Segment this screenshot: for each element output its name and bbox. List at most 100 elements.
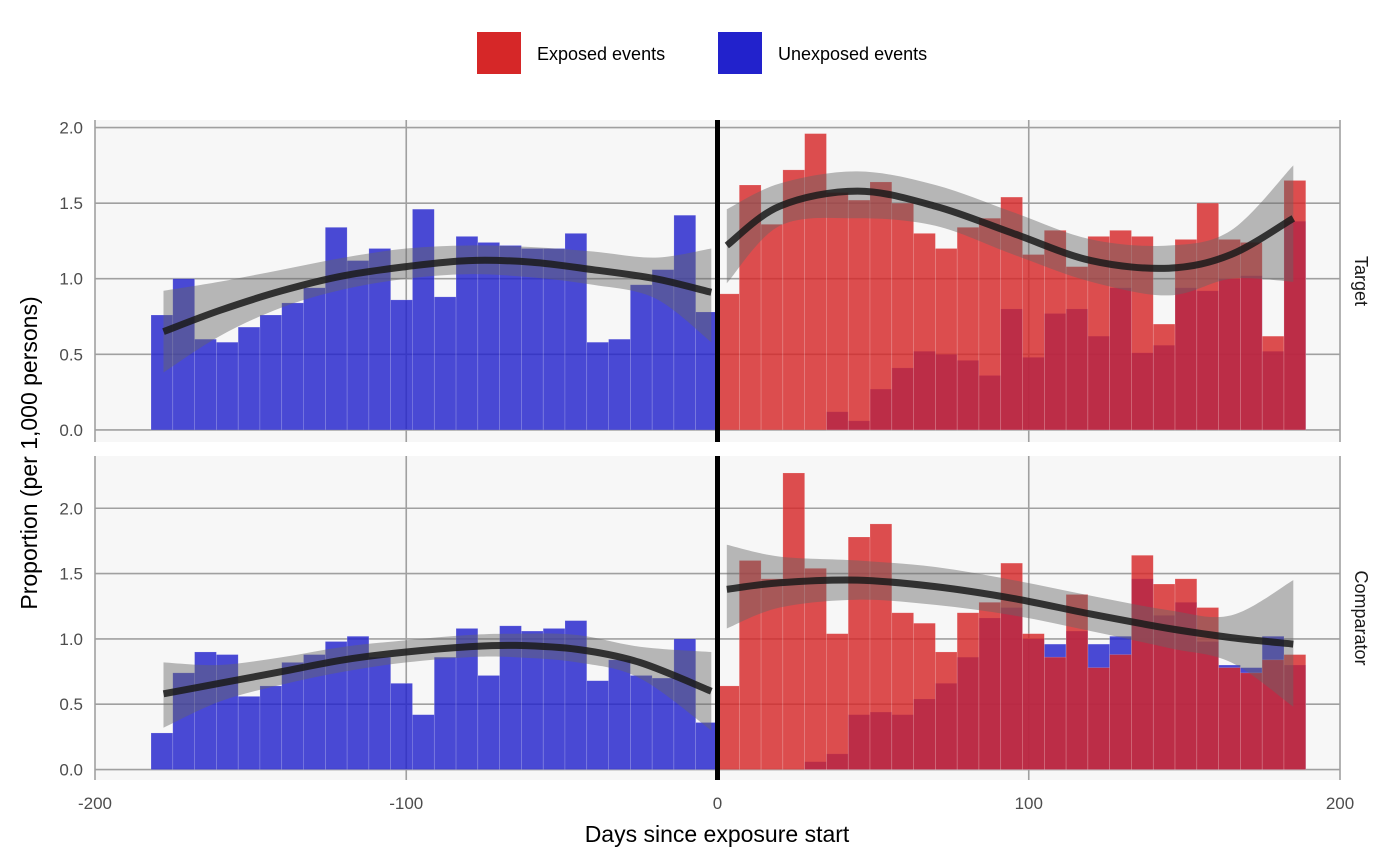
legend-item-unexposed: Unexposed events — [718, 32, 927, 74]
exposed-bar — [1196, 607, 1219, 770]
unexposed-bar — [630, 284, 653, 431]
unexposed-bar — [259, 685, 283, 770]
unexposed-bar — [630, 675, 653, 770]
smooth-line — [724, 187, 1296, 272]
y-tick-labels: 0.0 0.5 1.0 1.5 2.0 — [59, 499, 83, 779]
unexposed-bar — [673, 638, 697, 770]
exposed-bar — [913, 622, 936, 770]
unexposed-bar — [390, 299, 413, 431]
unexposed-bar — [368, 656, 391, 770]
x-axis-title: Days since exposure start — [585, 821, 850, 847]
y-tick-label: 1.0 — [59, 270, 83, 289]
smooth-pre-exposure — [162, 633, 713, 731]
exposed-bar — [1174, 578, 1198, 770]
exposed-bar — [1152, 323, 1176, 431]
exposed-bar — [717, 685, 740, 770]
unexposed-bar — [194, 338, 217, 431]
x-tick-label: 200 — [1326, 794, 1354, 813]
legend-swatch-unexposed — [718, 32, 762, 74]
smooth-pre-exposure — [162, 245, 713, 373]
exposed-bar — [826, 192, 849, 431]
exposed-bar — [978, 602, 1002, 770]
unexposed-bar — [303, 287, 326, 431]
legend-label-unexposed: Unexposed events — [778, 44, 927, 64]
unexposed-bar — [281, 302, 304, 431]
y-tick-label: 2.0 — [59, 499, 83, 518]
y-tick-label: 0.0 — [59, 421, 83, 440]
x-tick-label: 0 — [713, 794, 722, 813]
unexposed-bar — [150, 732, 174, 770]
exposed-bar — [935, 651, 958, 770]
exposed-bar — [956, 227, 980, 431]
unexposed-bar — [237, 696, 261, 770]
exposed-bar — [1022, 254, 1045, 431]
exposed-bar — [738, 184, 762, 431]
panel-target: 0.0 0.5 1.0 1.5 2.0 Target — [59, 119, 1371, 442]
exposed-bar — [1087, 667, 1110, 770]
legend: Exposed events Unexposed events — [477, 32, 927, 74]
exposed-bar — [1240, 672, 1263, 770]
exposed-bar — [1044, 656, 1067, 770]
exposed-bar — [847, 199, 871, 431]
unexposed-bar — [564, 233, 588, 431]
exposed-bar — [782, 472, 805, 770]
smooth-line — [162, 256, 713, 335]
unexposed-bar — [259, 314, 283, 431]
exposed-bar — [891, 202, 914, 431]
unexposed-bar — [412, 714, 435, 770]
exposed-bar — [935, 248, 958, 431]
exposed-bar — [826, 633, 849, 770]
y-tick-label: 1.0 — [59, 630, 83, 649]
unexposed-bar — [477, 675, 500, 770]
exposed-bar — [1283, 180, 1307, 431]
smooth-post-exposure — [726, 544, 1294, 707]
exposed-bar — [847, 536, 871, 770]
smooth-post-exposure — [724, 165, 1296, 296]
unexposed-bar — [412, 208, 435, 431]
confidence-band — [163, 245, 712, 373]
exposed-bars — [717, 133, 1307, 431]
exposed-bar — [1000, 562, 1023, 770]
exposed-bar — [1196, 202, 1219, 431]
exposed-bar — [891, 612, 914, 770]
exposed-bar — [1065, 266, 1089, 431]
unexposed-bar — [608, 659, 631, 770]
y-tick-label: 0.0 — [59, 761, 83, 780]
x-tick-label: 100 — [1015, 794, 1043, 813]
exposed-bar — [1087, 236, 1110, 431]
exposed-bar — [782, 169, 805, 431]
exposed-bar — [1022, 633, 1045, 770]
exposed-bar — [1218, 667, 1241, 770]
exposed-bar — [1283, 654, 1307, 770]
smooth-line — [726, 576, 1294, 648]
y-axis-title: Proportion (per 1,000 persons) — [16, 296, 42, 609]
smooth-line — [162, 641, 713, 698]
y-tick-labels: 0.0 0.5 1.0 1.5 2.0 — [59, 119, 83, 440]
y-tick-label: 1.5 — [59, 194, 83, 213]
x-tick-label: -100 — [389, 794, 423, 813]
exposed-bar — [956, 612, 980, 770]
confidence-band — [726, 544, 1294, 707]
unexposed-bar — [673, 214, 697, 431]
y-tick-label: 1.5 — [59, 565, 83, 584]
exposed-bar — [1109, 654, 1132, 770]
unexposed-bar — [433, 656, 457, 770]
exposed-bar — [869, 523, 893, 770]
unexposed-bar — [433, 296, 457, 431]
exposed-bar — [717, 293, 740, 431]
exposed-bar — [1131, 554, 1154, 770]
legend-item-exposed: Exposed events — [477, 32, 665, 74]
unexposed-bar — [564, 620, 588, 770]
legend-swatch-exposed — [477, 32, 521, 74]
confidence-band — [163, 633, 712, 731]
strip-label-comparator: Comparator — [1351, 570, 1371, 665]
unexposed-bar — [608, 338, 631, 431]
unexposed-bar — [237, 326, 261, 431]
legend-label-exposed: Exposed events — [537, 44, 665, 64]
exposed-bar — [1261, 335, 1285, 431]
unexposed-bar — [586, 341, 609, 431]
unexposed-bar — [521, 630, 544, 770]
exposed-bar — [760, 224, 784, 431]
unexposed-bar — [216, 341, 239, 431]
